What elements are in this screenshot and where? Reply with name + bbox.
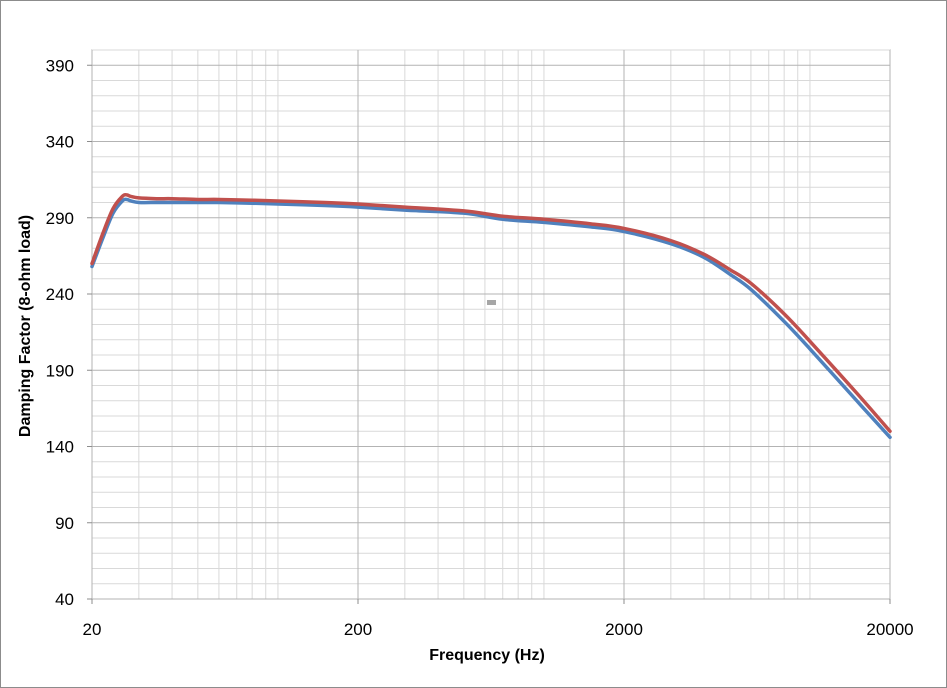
y-tick-label: 40	[55, 590, 74, 609]
y-axis-title: Damping Factor (8-ohm load)	[17, 215, 34, 437]
x-tick-label: 20000	[866, 620, 913, 639]
y-tick-label: 190	[46, 361, 74, 380]
x-tick-label: 2000	[605, 620, 643, 639]
y-tick-label: 340	[46, 133, 74, 152]
x-tick-label: 20	[83, 620, 102, 639]
y-axis-tick-labels: 40 90 140 190 240 290 340 390	[46, 56, 92, 609]
y-tick-label: 390	[46, 56, 74, 75]
series-layer	[90, 193, 892, 440]
y-tick-label: 140	[46, 438, 74, 457]
x-axis-title: Frequency (Hz)	[429, 647, 545, 664]
series-line-1	[90, 197, 892, 440]
major-gridlines	[91, 50, 891, 600]
legend-marker	[487, 300, 496, 305]
series-line-2	[90, 193, 892, 433]
y-tick-label: 90	[55, 514, 74, 533]
y-tick-label: 290	[46, 209, 74, 228]
x-tick-label: 200	[344, 620, 372, 639]
x-axis-tick-labels: 20 200 2000 20000	[83, 599, 914, 639]
y-tick-label: 240	[46, 285, 74, 304]
